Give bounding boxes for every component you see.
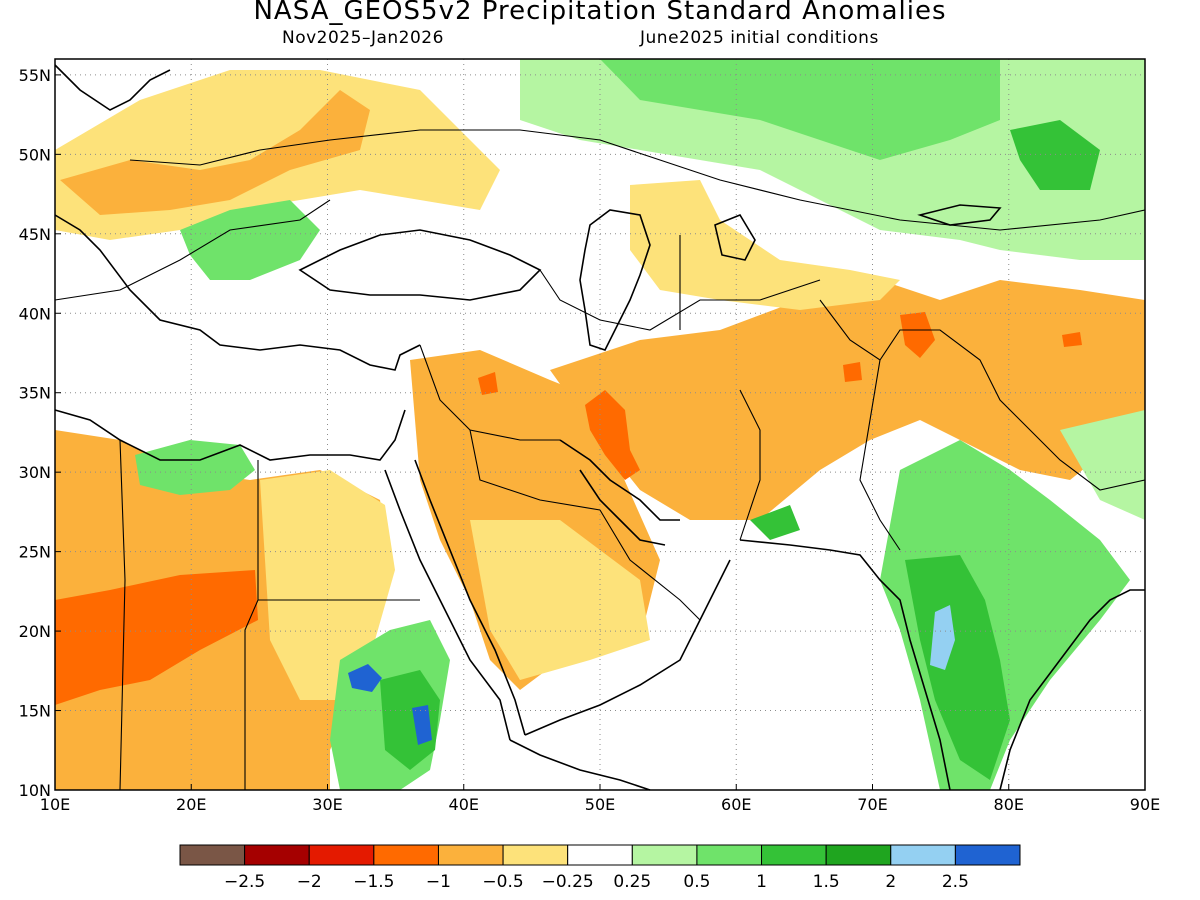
lon-tick-label: 40E [449, 795, 479, 814]
lon-tick-label: 70E [857, 795, 887, 814]
anomaly-fields [55, 59, 1145, 790]
anomaly-region-oman-wet [750, 505, 800, 540]
colorbar-swatch [954, 844, 1021, 866]
anomaly-region-india-strong-wet [905, 555, 1010, 780]
colorbar-swatch [308, 844, 375, 866]
colorbar-label: 2 [885, 872, 896, 892]
anomaly-region-sudan-blue [348, 664, 382, 692]
anomaly-region-libya-chad-strong [55, 570, 258, 705]
forecast-period: Nov2025–Jan2026 [282, 28, 444, 48]
colorbar-label: −2 [297, 872, 322, 892]
colorbar-swatch [631, 844, 698, 866]
anomaly-region-central-asia-light [630, 180, 900, 310]
anomaly-region-libya-wet [135, 440, 255, 495]
colorbar-label: −0.5 [482, 872, 523, 892]
anomaly-region-south-china-wet [1060, 410, 1145, 520]
anomaly-region-arabia-light [470, 520, 650, 680]
anomaly-region-afghan-strong [843, 362, 862, 382]
colorbar-swatch [244, 844, 310, 866]
anomaly-region-balkans-dry [60, 90, 370, 215]
anomaly-region-tajik-strong [900, 312, 935, 358]
anomaly-region-tibet-strong [1062, 332, 1082, 347]
map-title: NASA_GEOS5v2 Precipitation Standard Anom… [253, 0, 947, 26]
lon-tick-label: 60E [721, 795, 751, 814]
colorbar-label: −2.5 [224, 872, 265, 892]
colorbar-label: 0.5 [683, 872, 710, 892]
colorbar-label: −0.25 [542, 872, 594, 892]
lat-tick-label: 15N [19, 702, 51, 721]
anomaly-region-iran-strong [585, 390, 640, 480]
colorbar-label: 0.25 [613, 872, 651, 892]
lon-tick-label: 30E [312, 795, 342, 814]
anomaly-region-ethiopia-strong [380, 670, 440, 770]
colorbar: −2.5 −2 −1.5 −1 −0.5 −0.25 0.25 0.5 1 1.5 2 2.5 [179, 844, 1021, 892]
lat-tick-label: 30N [19, 463, 51, 482]
lat-axis: 55N 50N 45N 40N 35N 30N 25N 20N 15N 10N [19, 66, 61, 800]
colorbar-swatch [502, 844, 569, 866]
lat-tick-label: 25N [19, 543, 51, 562]
lon-tick-label: 80E [994, 795, 1024, 814]
lat-tick-label: 40N [19, 304, 51, 323]
anomaly-region-iran [550, 280, 1145, 520]
anomaly-region-kazakh-wet [1010, 120, 1100, 190]
colorbar-label: 1 [756, 872, 767, 892]
colorbar-label: −1.5 [353, 872, 394, 892]
lon-axis: 10E 20E 30E 40E 50E 60E 70E 80E 90E [40, 784, 1160, 814]
colorbar-swatch [373, 844, 439, 866]
colorbar-swatch [890, 844, 956, 866]
lon-tick-label: 90E [1130, 795, 1160, 814]
anomaly-region-iraq-strong [478, 372, 498, 395]
country-borders [54, 129, 1146, 791]
anomaly-region-eritrea-blue [412, 705, 432, 745]
lon-tick-label: 20E [176, 795, 206, 814]
lat-tick-label: 45N [19, 225, 51, 244]
lat-tick-label: 10N [19, 781, 51, 800]
colorbar-swatch [567, 844, 633, 866]
anomaly-region-india-very-wet [930, 605, 955, 670]
lon-tick-label: 10E [40, 795, 70, 814]
colorbar-swatch [179, 844, 246, 866]
colorbar-label: 2.5 [942, 872, 969, 892]
colorbar-swatch [696, 844, 763, 866]
lat-tick-label: 35N [19, 384, 51, 403]
initial-conditions: June2025 initial conditions [640, 28, 879, 48]
lat-tick-label: 55N [19, 66, 51, 85]
anomaly-region-balkans-wet [180, 200, 320, 280]
lat-tick-label: 20N [19, 622, 51, 641]
lon-tick-label: 50E [585, 795, 615, 814]
colorbar-swatch [437, 844, 504, 866]
colorbar-swatch [825, 844, 892, 866]
colorbar-label: −1 [426, 872, 451, 892]
lat-tick-label: 50N [19, 145, 51, 164]
colorbar-swatch [761, 844, 827, 866]
anomaly-region-siberia-wet [600, 59, 1000, 160]
colorbar-label: 1.5 [813, 872, 840, 892]
